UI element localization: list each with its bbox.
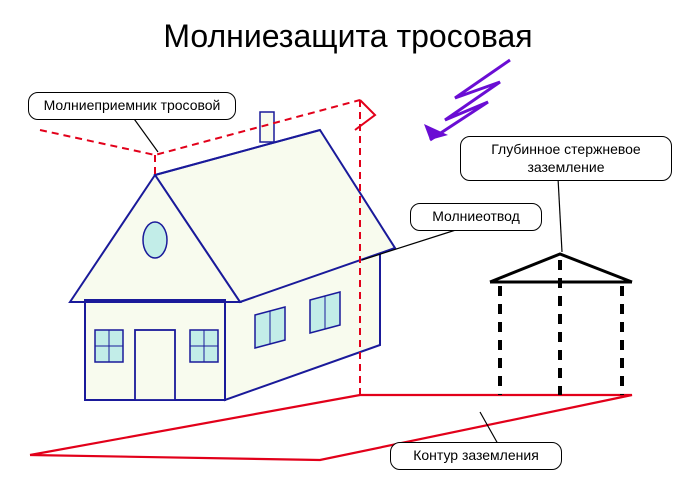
house bbox=[70, 112, 395, 400]
diagram-canvas bbox=[0, 0, 696, 502]
label-deep-ground: Глубинное стержневое заземление bbox=[460, 136, 672, 181]
label-deep-ground-text: Глубинное стержневое заземление bbox=[491, 141, 640, 175]
lightning-bolt-icon bbox=[424, 60, 510, 140]
label-contour: Контур заземления bbox=[390, 442, 562, 470]
label-contour-text: Контур заземления bbox=[413, 447, 539, 463]
deep-rods bbox=[490, 254, 632, 395]
label-downlead-text: Молниеотвод bbox=[432, 208, 520, 224]
label-receiver: Молниеприемник тросовой bbox=[28, 92, 236, 120]
label-receiver-text: Молниеприемник тросовой bbox=[44, 97, 221, 113]
label-downlead: Молниеотвод bbox=[410, 203, 542, 231]
